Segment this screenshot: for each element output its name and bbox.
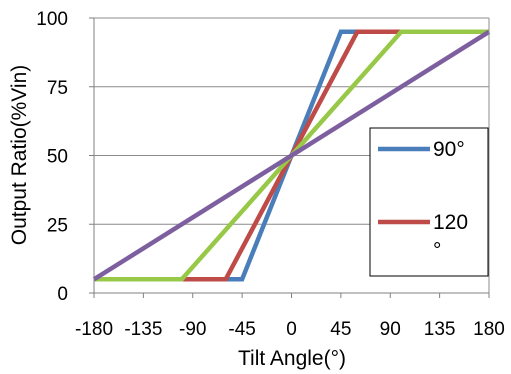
series-line-3 xyxy=(92,29,491,282)
legend: 90° 120 ° xyxy=(369,127,489,277)
series-lines xyxy=(92,29,491,282)
x-tick-label-7: 135 xyxy=(424,319,456,340)
y-tick-label-2: 50 xyxy=(47,147,68,168)
y-axis-title: Output Ratio(%Vin) xyxy=(8,65,31,246)
y-tick-label-0: 0 xyxy=(57,284,68,305)
x-tick-label-3: -45 xyxy=(228,319,255,340)
x-tick-label-5: 45 xyxy=(330,319,351,340)
legend-box xyxy=(369,127,489,277)
x-tick-label-2: -90 xyxy=(179,319,206,340)
legend-label-0-0: 90° xyxy=(433,138,465,161)
y-tick-label-4: 100 xyxy=(36,9,68,30)
x-axis-ticks: -180 -135 -90 -45 0 45 90 135 180 xyxy=(75,293,505,340)
legend-label-1-0: 120 xyxy=(433,211,468,234)
y-tick-label-1: 25 xyxy=(47,215,68,236)
x-axis-title: Tilt Angle(°) xyxy=(238,347,346,370)
x-tick-label-6: 90 xyxy=(380,319,401,340)
x-tick-label-1: -135 xyxy=(124,319,162,340)
legend-label-1-1: ° xyxy=(433,239,441,262)
x-tick-label-4: 0 xyxy=(286,319,297,340)
y-axis-ticks: 0 25 50 75 100 xyxy=(36,9,94,305)
x-tick-label-8: 180 xyxy=(473,319,505,340)
y-tick-label-3: 75 xyxy=(47,78,68,99)
x-tick-label-0: -180 xyxy=(75,319,113,340)
